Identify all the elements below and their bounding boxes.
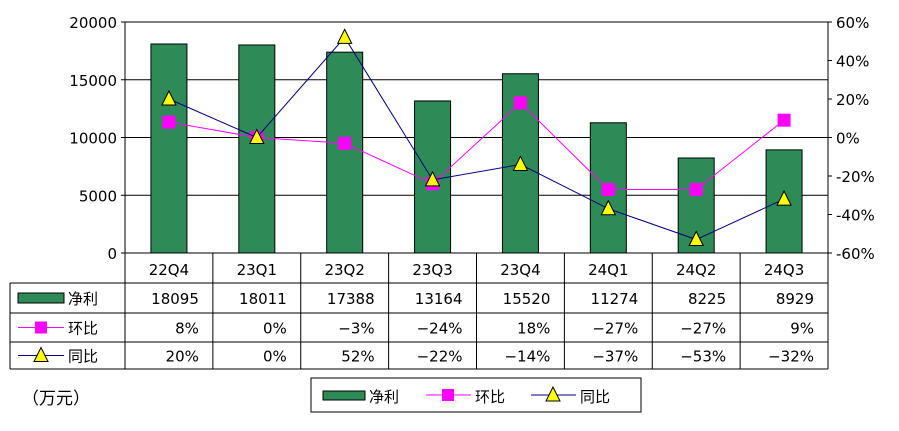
data-label: 8225 xyxy=(688,290,726,308)
data-label: −22% xyxy=(417,348,463,366)
left-axis-tick-label: 15000 xyxy=(69,72,117,90)
data-label: 17388 xyxy=(327,290,375,308)
left-axis-tick-label: 5000 xyxy=(79,187,117,205)
legend-key-yoy-marker xyxy=(545,385,561,402)
legend-label: 净利 xyxy=(369,388,399,406)
legend-label: 环比 xyxy=(475,388,505,406)
marker-mom xyxy=(777,113,791,127)
bar xyxy=(238,44,276,254)
marker-mom xyxy=(162,115,176,129)
category-label: 22Q4 xyxy=(149,261,189,279)
right-axis-tick-label: 40% xyxy=(836,53,869,71)
legend-box xyxy=(310,377,642,413)
data-label: 9% xyxy=(790,320,814,338)
marker-yoy xyxy=(512,155,529,171)
data-label: −32% xyxy=(768,348,814,366)
table-row-label: 环比 xyxy=(68,320,98,338)
category-label: 23Q3 xyxy=(412,261,452,279)
marker-yoy xyxy=(424,170,441,187)
marker-yoy xyxy=(161,89,177,106)
table-row-label: 净利 xyxy=(68,290,98,308)
line-mom xyxy=(168,102,785,190)
left-axis-tick-label: 0 xyxy=(107,245,117,263)
marker-mom xyxy=(338,136,352,150)
line-yoy xyxy=(168,36,785,241)
category-label: 23Q4 xyxy=(500,261,540,279)
marker-yoy xyxy=(600,199,617,216)
data-label: 52% xyxy=(341,348,374,366)
table-key-yoy-marker xyxy=(33,346,49,362)
right-axis-tick-label: -60% xyxy=(836,245,875,263)
marker-yoy xyxy=(249,128,265,144)
data-label: −3% xyxy=(338,320,374,338)
category-label: 24Q3 xyxy=(764,261,804,279)
category-label: 23Q1 xyxy=(237,261,277,279)
category-label: 24Q1 xyxy=(588,261,628,279)
data-label: −24% xyxy=(417,320,463,338)
legend-key-bar xyxy=(322,390,366,401)
bar xyxy=(326,51,364,254)
data-label: −27% xyxy=(680,320,726,338)
data-label: −27% xyxy=(592,320,638,338)
marker-mom xyxy=(601,182,615,196)
data-label: 11274 xyxy=(591,290,639,308)
right-axis-tick-label: 20% xyxy=(836,91,869,109)
marker-mom xyxy=(689,182,703,196)
category-label: 23Q2 xyxy=(324,261,364,279)
marker-yoy xyxy=(688,230,704,247)
data-label: −14% xyxy=(504,348,550,366)
data-label: 13164 xyxy=(415,290,463,308)
legend-key-mom-marker xyxy=(442,389,454,401)
data-label: 8% xyxy=(175,320,199,338)
table-key-mom-marker xyxy=(35,321,47,334)
data-label: −37% xyxy=(592,348,638,366)
marker-yoy xyxy=(336,28,353,44)
table-row-label: 同比 xyxy=(68,348,98,366)
data-label: −53% xyxy=(680,348,726,366)
data-label: 15520 xyxy=(503,290,551,308)
right-axis-tick-label: 0% xyxy=(836,130,860,148)
right-axis-tick-label: 60% xyxy=(836,14,869,32)
data-label: 0% xyxy=(263,320,287,338)
right-axis-tick-label: -40% xyxy=(836,207,875,225)
bar xyxy=(150,43,188,254)
left-axis-tick-label: 10000 xyxy=(69,130,117,148)
table-key-bar xyxy=(17,292,65,304)
data-label: 8929 xyxy=(776,290,814,308)
bar xyxy=(589,122,627,254)
right-axis-tick-label: -20% xyxy=(836,168,875,186)
category-label: 24Q2 xyxy=(676,261,716,279)
data-label: 18011 xyxy=(239,290,287,308)
legend-label: 同比 xyxy=(580,388,610,406)
left-axis-tick-label: 20000 xyxy=(69,14,117,32)
data-label: 0% xyxy=(263,348,287,366)
marker-yoy xyxy=(776,189,792,206)
data-label: 18095 xyxy=(151,290,199,308)
data-label: 20% xyxy=(166,348,199,366)
data-label: 18% xyxy=(517,320,550,338)
unit-label: （万元） xyxy=(22,389,90,409)
marker-mom xyxy=(513,96,527,110)
